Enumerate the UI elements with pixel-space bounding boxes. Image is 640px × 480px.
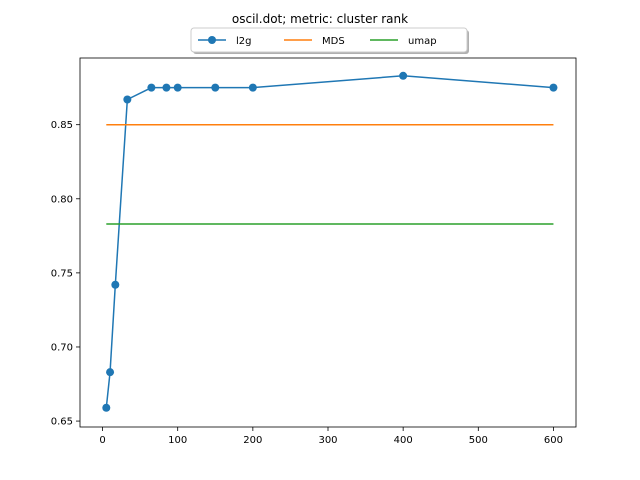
legend: l2g MDS umap — [190, 27, 469, 54]
x-tick-label: 400 — [394, 435, 413, 446]
x-tick-label: 0 — [99, 435, 105, 446]
legend-label: l2g — [236, 36, 252, 47]
legend-box — [190, 27, 468, 53]
legend-label: umap — [408, 36, 437, 47]
data-point-l2g — [162, 83, 171, 92]
x-tick-label: 500 — [469, 435, 488, 446]
legend-marker — [208, 36, 216, 44]
x-axis: 0 100 200 300 400 500 600 — [99, 427, 563, 446]
legend-label: MDS — [322, 36, 345, 47]
data-point-l2g — [147, 83, 156, 92]
data-point-l2g — [248, 83, 257, 92]
x-tick-label: 300 — [318, 435, 337, 446]
y-tick-label: 0.80 — [51, 194, 73, 205]
y-tick-label: 0.85 — [51, 120, 73, 131]
data-point-l2g — [111, 280, 120, 289]
data-point-l2g — [549, 83, 558, 92]
y-tick-label: 0.70 — [51, 342, 73, 353]
data-point-l2g — [399, 71, 408, 80]
series-layer — [102, 71, 558, 412]
x-tick-label: 200 — [243, 435, 262, 446]
y-tick-label: 0.65 — [51, 417, 73, 428]
data-point-l2g — [106, 368, 115, 377]
data-point-l2g — [211, 83, 220, 92]
chart-title: oscil.dot; metric: cluster rank — [232, 12, 408, 26]
y-tick-label: 0.75 — [51, 268, 73, 279]
data-point-l2g — [123, 95, 132, 104]
x-tick-label: 600 — [544, 435, 563, 446]
x-tick-label: 100 — [168, 435, 187, 446]
data-point-l2g — [102, 403, 111, 412]
data-point-l2g — [173, 83, 182, 92]
y-axis: 0.65 0.70 0.75 0.80 0.85 — [51, 120, 80, 428]
